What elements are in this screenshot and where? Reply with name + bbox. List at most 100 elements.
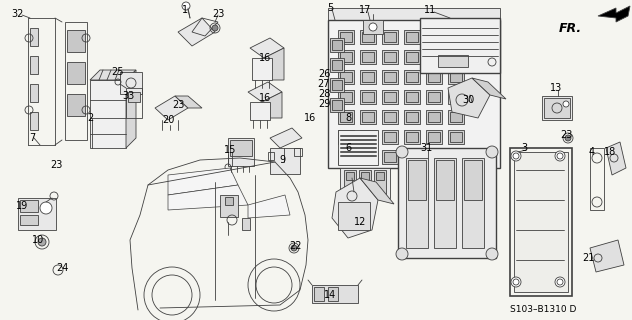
Bar	[450, 112, 462, 122]
Bar	[30, 112, 38, 130]
Bar	[428, 92, 440, 102]
Bar	[406, 32, 418, 42]
Bar	[126, 88, 142, 118]
Bar	[428, 72, 440, 82]
Bar	[398, 148, 496, 258]
Bar	[330, 58, 344, 72]
Text: 23: 23	[172, 100, 184, 110]
Bar	[590, 148, 604, 210]
Circle shape	[40, 202, 52, 214]
Text: 21: 21	[582, 253, 594, 263]
Bar	[268, 152, 274, 160]
Bar	[67, 30, 85, 52]
Bar	[428, 152, 440, 162]
Bar	[450, 32, 462, 42]
Bar	[225, 197, 233, 205]
Bar	[382, 150, 398, 164]
Text: 30: 30	[462, 95, 474, 105]
Bar	[384, 72, 396, 82]
Text: 16: 16	[304, 113, 316, 123]
Bar	[406, 158, 428, 248]
Bar	[340, 168, 390, 198]
Bar	[382, 30, 398, 44]
Polygon shape	[168, 168, 238, 195]
Text: 32: 32	[12, 9, 24, 19]
Bar	[338, 202, 370, 230]
Circle shape	[38, 238, 46, 246]
Bar	[332, 60, 342, 70]
Bar	[362, 92, 374, 102]
Bar	[340, 72, 352, 82]
Text: 16: 16	[259, 53, 271, 63]
Text: 29: 29	[318, 99, 330, 109]
Bar	[20, 200, 38, 212]
Text: 23: 23	[212, 9, 224, 19]
Bar	[384, 132, 396, 142]
Bar	[67, 94, 85, 116]
Bar	[360, 90, 376, 104]
Bar	[346, 172, 354, 180]
Text: FR.: FR.	[559, 22, 582, 35]
Bar	[426, 110, 442, 124]
Bar	[328, 287, 338, 301]
Bar	[360, 70, 376, 84]
Bar	[438, 55, 468, 67]
Bar	[30, 84, 38, 102]
Bar	[332, 40, 342, 50]
Bar	[384, 112, 396, 122]
Text: 1: 1	[182, 5, 188, 15]
Bar	[436, 160, 454, 200]
Text: 18: 18	[604, 147, 616, 157]
Text: 9: 9	[279, 155, 285, 165]
Circle shape	[291, 245, 297, 251]
Text: 24: 24	[56, 263, 68, 273]
Bar	[360, 110, 376, 124]
Polygon shape	[250, 38, 284, 58]
Circle shape	[511, 151, 521, 161]
Polygon shape	[168, 185, 248, 210]
Bar	[406, 152, 418, 162]
Bar	[120, 72, 142, 94]
Bar	[450, 92, 462, 102]
Text: 7: 7	[29, 133, 35, 143]
Text: 23: 23	[560, 130, 572, 140]
Bar	[406, 132, 418, 142]
Bar	[220, 195, 238, 217]
Bar	[428, 132, 440, 142]
Bar	[464, 160, 482, 200]
Polygon shape	[175, 96, 202, 108]
Bar	[360, 150, 376, 164]
Bar	[462, 158, 484, 248]
Polygon shape	[178, 18, 215, 46]
Polygon shape	[606, 142, 626, 175]
Polygon shape	[90, 70, 136, 80]
Bar	[384, 32, 396, 42]
Text: 27: 27	[318, 79, 331, 89]
Circle shape	[369, 23, 377, 31]
Polygon shape	[598, 6, 630, 22]
Bar	[250, 102, 270, 120]
Bar	[426, 50, 442, 64]
Circle shape	[182, 2, 190, 10]
Bar	[330, 38, 344, 52]
Bar	[448, 50, 464, 64]
Bar	[426, 90, 442, 104]
Polygon shape	[90, 80, 126, 148]
Bar	[448, 30, 464, 44]
Bar	[514, 152, 568, 292]
Bar	[128, 92, 140, 102]
Bar	[65, 22, 87, 140]
Bar	[330, 78, 344, 92]
Bar	[20, 215, 38, 225]
Text: 14: 14	[324, 290, 336, 300]
Polygon shape	[264, 48, 284, 80]
Bar	[448, 90, 464, 104]
Bar	[404, 150, 420, 164]
Bar	[338, 50, 354, 64]
Bar	[338, 90, 354, 104]
Bar	[542, 96, 572, 120]
Bar	[67, 62, 85, 84]
Bar	[312, 285, 358, 303]
Bar	[426, 150, 442, 164]
Bar	[361, 172, 369, 180]
